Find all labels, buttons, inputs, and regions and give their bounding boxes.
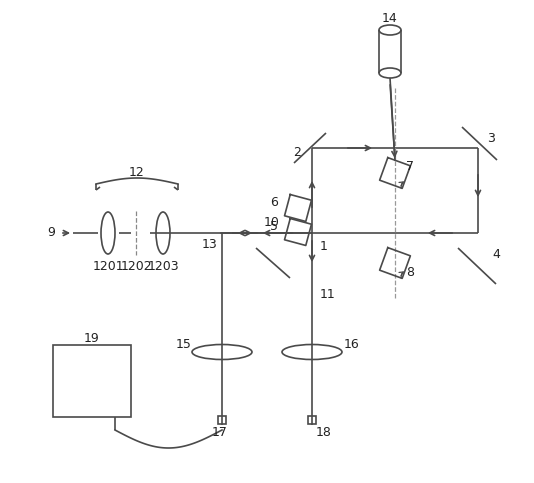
Text: 14: 14 (382, 12, 398, 25)
Text: 15: 15 (176, 339, 192, 352)
Text: 11: 11 (320, 288, 336, 301)
Text: 1203: 1203 (147, 259, 179, 272)
Bar (308, 416, 316, 424)
Text: 7: 7 (406, 160, 414, 173)
Text: 17: 17 (212, 426, 228, 439)
Text: 4: 4 (492, 248, 500, 261)
Text: 6: 6 (270, 196, 278, 209)
Bar (53, 345, 131, 417)
Bar (218, 416, 226, 424)
Text: 1: 1 (320, 241, 328, 254)
Text: 10: 10 (264, 216, 280, 229)
Text: 13: 13 (201, 238, 217, 251)
Text: 16: 16 (344, 339, 360, 352)
Text: 2: 2 (293, 146, 301, 159)
Text: 9: 9 (47, 227, 55, 240)
Text: 19: 19 (84, 331, 100, 344)
Text: 1201: 1201 (92, 259, 124, 272)
Text: 1202: 1202 (120, 260, 152, 273)
Text: 3: 3 (487, 132, 495, 145)
Text: 18: 18 (316, 426, 332, 439)
Text: 12: 12 (129, 166, 145, 179)
Text: 5: 5 (270, 221, 278, 233)
Text: 8: 8 (406, 266, 414, 279)
